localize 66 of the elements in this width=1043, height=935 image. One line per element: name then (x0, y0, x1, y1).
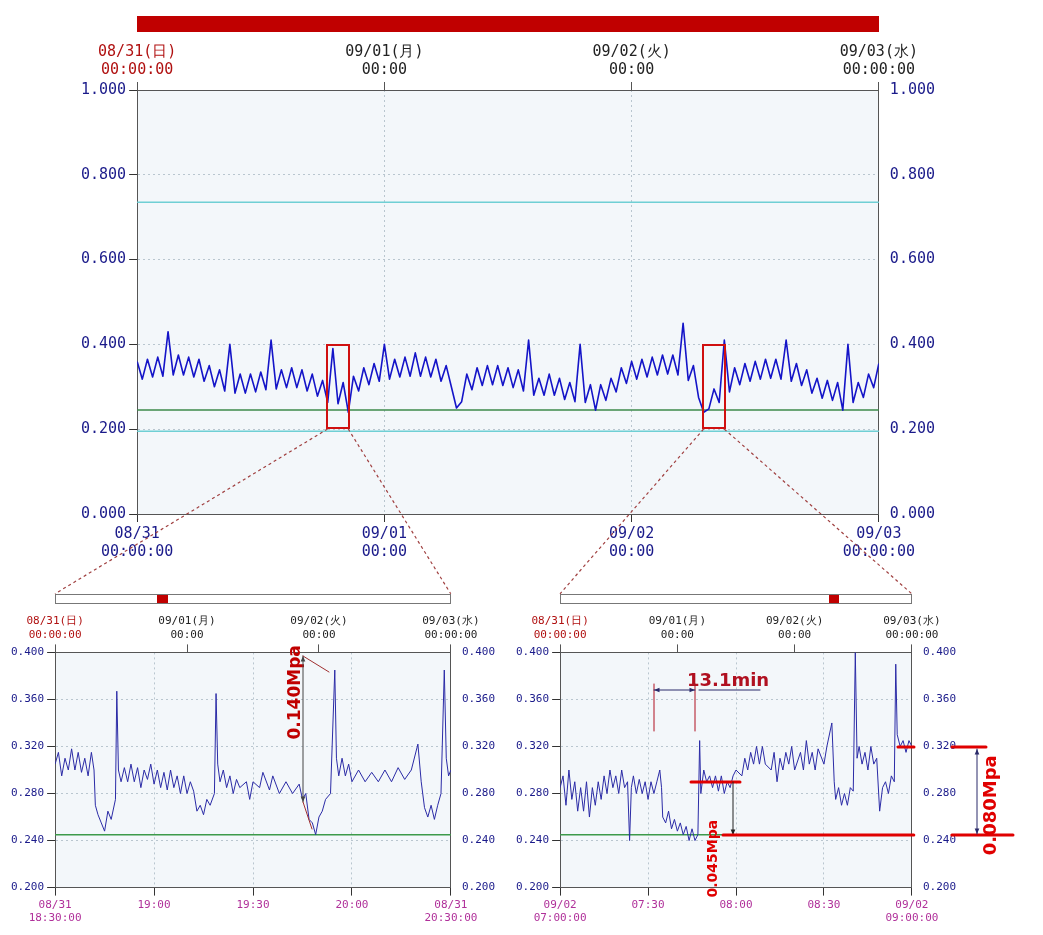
y2-tick-label: 0.320 (922, 739, 957, 753)
x2-tick-label: 09/02(火) 00:00 (765, 614, 824, 641)
y-tick-label: 0.240 (515, 833, 550, 847)
y2-tick-label: 0.400 (461, 645, 496, 659)
x2-tick-label: 09/01(月) 00:00 (345, 41, 424, 78)
x2-tick-label: 09/03(水) 00:00:00 (883, 614, 941, 641)
y2-tick-label: 0.280 (461, 786, 496, 800)
y-tick-label: 0.280 (10, 786, 45, 800)
y2-tick-label: 0.400 (889, 334, 935, 353)
x2-tick-label: 09/01(月) 00:00 (648, 614, 707, 641)
x-tick-label: 08/31 00:00:00 (101, 523, 174, 560)
x-tick-label: 08:30 (807, 898, 841, 912)
x-tick-label: 09/02 09:00:00 (885, 898, 939, 925)
y-tick-label: 0.400 (10, 645, 45, 659)
y-tick-label: 1.000 (81, 79, 127, 98)
annotation: 0.140Mpa (284, 645, 305, 740)
y2-tick-label: 0.200 (461, 880, 496, 894)
x2-tick-label: 09/03(水) 00:00:00 (422, 614, 480, 641)
x-tick-label: 19:00 (137, 898, 171, 912)
x-tick-label: 20:00 (335, 898, 369, 912)
y-tick-label: 0.360 (10, 692, 45, 706)
text: 0.080Mpa (978, 755, 1000, 856)
x-tick-label: 08/31 18:30:00 (28, 898, 82, 925)
y2-tick-label: 0.320 (461, 739, 496, 753)
x2-tick-label: 08/31(日) 00:00:00 (98, 41, 177, 78)
y-tick-label: 0.200 (81, 419, 127, 438)
y2-tick-label: 1.000 (889, 79, 935, 98)
y2-tick-label: 0.200 (922, 880, 957, 894)
y2-tick-label: 0.000 (889, 503, 935, 522)
y-tick-label: 0.600 (81, 249, 127, 268)
y2-tick-label: 0.800 (889, 164, 935, 183)
y-tick-label: 0.360 (515, 692, 550, 706)
y-tick-label: 0.320 (515, 739, 550, 753)
y-tick-label: 0.320 (10, 739, 45, 753)
y2-tick-label: 0.400 (922, 645, 957, 659)
y2-tick-label: 0.600 (889, 249, 935, 268)
x2-tick-label: 09/01(月) 00:00 (158, 614, 216, 641)
y-tick-label: 0.000 (81, 503, 127, 522)
y2-tick-label: 0.360 (922, 692, 957, 706)
x-tick-label: 08/31 20:30:00 (424, 898, 478, 925)
y-tick-label: 0.400 (81, 334, 127, 353)
y-tick-label: 0.240 (10, 833, 45, 847)
x2-tick-label: 08/31(日) 00:00:00 (531, 614, 589, 641)
y-tick-label: 0.280 (515, 786, 550, 800)
annotation: 13.1min (687, 669, 770, 691)
x-tick-label: 09/02 00:00 (609, 523, 655, 560)
x-tick-label: 09/01 00:00 (361, 523, 407, 560)
y-tick-label: 0.200 (10, 880, 45, 894)
y2-tick-label: 0.360 (461, 692, 496, 706)
x-tick-label: 19:30 (236, 898, 270, 912)
x-tick-label: 09/02 07:00:00 (533, 898, 587, 925)
x2-tick-label: 09/02(火) 00:00 (592, 41, 671, 78)
x2-tick-label: 09/02(火) 00:00 (290, 614, 348, 641)
y-tick-label: 0.400 (515, 645, 550, 659)
x2-tick-label: 08/31(日) 00:00:00 (26, 614, 84, 641)
y2-tick-label: 0.240 (922, 833, 957, 847)
y2-tick-label: 0.280 (922, 786, 957, 800)
x-tick-label: 07:30 (631, 898, 665, 912)
x-tick-label: 08:00 (719, 898, 753, 912)
y2-tick-label: 0.240 (461, 833, 496, 847)
x2-tick-label: 09/03(水) 00:00:00 (839, 41, 918, 78)
y-tick-label: 0.200 (515, 880, 550, 894)
y-tick-label: 0.800 (81, 164, 127, 183)
x-tick-label: 09/03 00:00:00 (842, 523, 915, 560)
y2-tick-label: 0.200 (889, 419, 935, 438)
annotation: 0.045Mpa (703, 819, 720, 898)
